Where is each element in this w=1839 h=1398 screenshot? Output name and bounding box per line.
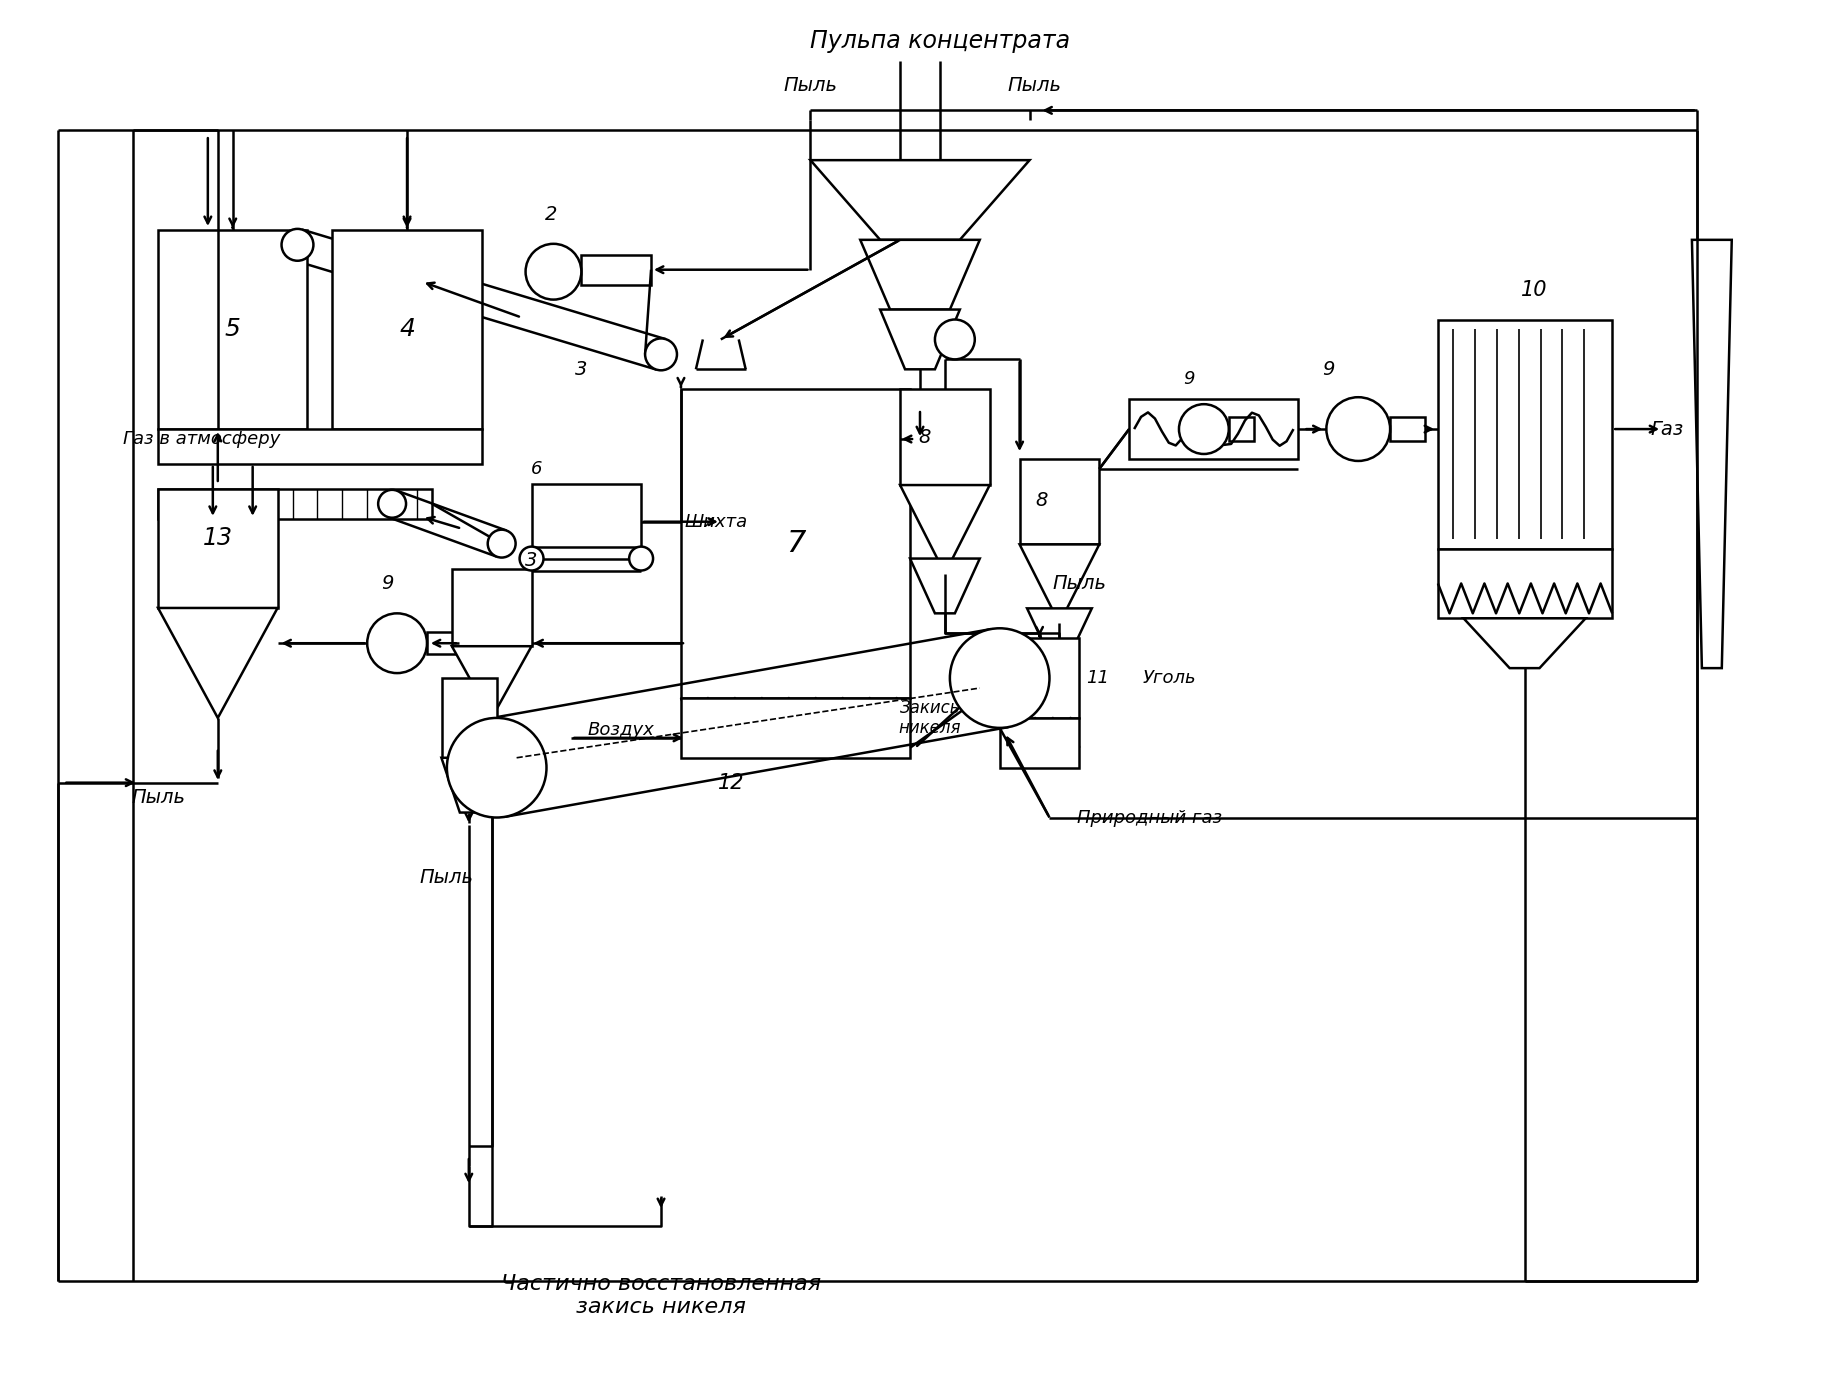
Circle shape (281, 229, 313, 261)
Text: Шихта: Шихта (684, 513, 747, 531)
Bar (1000, 639, 1079, 719)
Polygon shape (899, 485, 989, 573)
Text: 6: 6 (531, 460, 543, 478)
Circle shape (645, 338, 677, 370)
Text: Пульпа концентрата: Пульпа концентрата (809, 28, 1070, 53)
Bar (333, 229, 482, 429)
Circle shape (629, 547, 653, 570)
Text: Частично восстановленная
закись никеля: Частично восстановленная закись никеля (500, 1274, 820, 1317)
Text: Пыль: Пыль (131, 788, 186, 807)
Text: 9: 9 (1322, 359, 1335, 379)
Circle shape (526, 243, 581, 299)
Circle shape (487, 530, 515, 558)
Bar (531, 484, 642, 559)
Text: 9: 9 (1182, 370, 1195, 389)
Polygon shape (861, 240, 980, 309)
Bar (158, 229, 307, 429)
Circle shape (447, 719, 546, 818)
Text: 3: 3 (526, 551, 537, 570)
Circle shape (934, 320, 975, 359)
Circle shape (1326, 397, 1390, 461)
Bar (1228, 417, 1254, 440)
Polygon shape (1692, 240, 1732, 668)
Text: Уголь: Уголь (1142, 670, 1195, 686)
Text: Пыль: Пыль (1008, 75, 1061, 95)
Text: Закись
никеля: Закись никеля (899, 699, 962, 737)
Polygon shape (441, 758, 497, 812)
Bar (427, 632, 460, 654)
Bar (1390, 417, 1425, 440)
Text: 9: 9 (381, 575, 394, 593)
Circle shape (520, 547, 544, 570)
Circle shape (1179, 404, 1228, 454)
Bar (680, 389, 910, 698)
Bar (1129, 400, 1298, 459)
Bar (452, 569, 531, 646)
Text: Пыль: Пыль (419, 868, 474, 886)
Text: Природный газ: Природный газ (1076, 808, 1221, 826)
Polygon shape (1026, 608, 1092, 658)
Polygon shape (1019, 544, 1100, 624)
Bar (441, 678, 497, 758)
Polygon shape (158, 608, 278, 719)
Text: 7: 7 (785, 528, 805, 558)
Polygon shape (910, 559, 980, 614)
Text: Газ в атмосферу: Газ в атмосферу (123, 431, 280, 447)
Text: 10: 10 (1521, 280, 1548, 299)
Bar (158, 489, 278, 608)
Text: 8: 8 (920, 428, 931, 446)
Text: Воздух: Воздух (588, 721, 655, 740)
Bar (1019, 459, 1100, 544)
Bar (1438, 320, 1613, 548)
Polygon shape (1464, 618, 1585, 668)
Text: Пыль: Пыль (1052, 575, 1107, 593)
Bar (680, 698, 910, 758)
Text: 12: 12 (717, 773, 745, 793)
Bar (1000, 719, 1079, 768)
Text: Пыль: Пыль (783, 75, 837, 95)
Bar (899, 389, 989, 485)
Circle shape (368, 614, 427, 672)
Circle shape (951, 628, 1050, 728)
Polygon shape (452, 646, 531, 719)
Text: 8: 8 (1035, 491, 1048, 510)
Text: 11: 11 (1085, 670, 1109, 686)
Polygon shape (811, 161, 1030, 240)
Bar (158, 489, 432, 519)
Text: 2: 2 (546, 206, 557, 225)
Text: 13: 13 (202, 526, 234, 549)
Text: 3: 3 (576, 359, 587, 379)
Bar (581, 254, 651, 285)
Bar (1438, 548, 1613, 618)
Text: 4: 4 (399, 317, 416, 341)
Bar (158, 429, 482, 464)
Text: Газ: Газ (1650, 419, 1685, 439)
Circle shape (379, 489, 406, 517)
Text: 5: 5 (224, 317, 241, 341)
Polygon shape (881, 309, 960, 369)
